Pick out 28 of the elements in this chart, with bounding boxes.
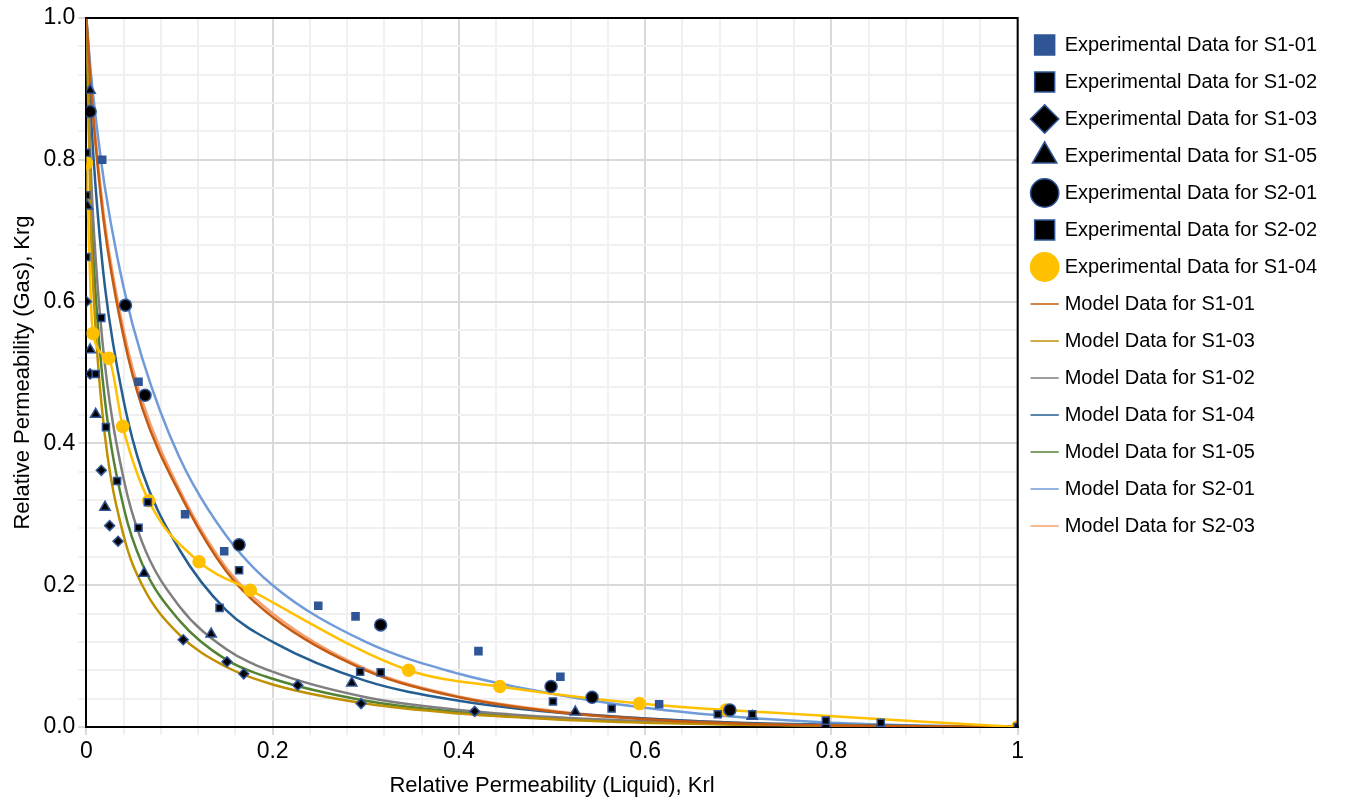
legend-label: Experimental Data for S1-03 [1064,106,1317,129]
x-tick-label: 0.2 [256,737,289,764]
x-tick-label: 0.6 [629,737,662,764]
legend-label: Model Data for S1-05 [1064,439,1255,462]
legend-label: Model Data for S2-01 [1064,476,1255,499]
legend-label: Model Data for S1-01 [1064,291,1255,314]
y-tick-label: 0.8 [43,145,76,172]
legend-label: Experimental Data for S1-04 [1064,254,1317,277]
legend-label: Model Data for S2-03 [1064,513,1255,536]
legend-label: Model Data for S1-02 [1064,365,1255,388]
legend-label: Model Data for S1-03 [1064,328,1255,351]
x-tick-label: 0 [79,737,93,764]
x-tick-label: 1 [1011,737,1025,764]
legend-label: Experimental Data for S1-02 [1064,69,1317,92]
y-tick-label: 0.6 [43,286,76,313]
legend-label: Experimental Data for S1-05 [1064,143,1317,166]
y-tick-label: 0.2 [43,570,76,597]
y-tick-label: 1.0 [43,3,76,30]
legend-label: Experimental Data for S2-02 [1064,217,1317,240]
y-tick-label: 0.4 [43,428,76,455]
legend-label: Model Data for S1-04 [1064,402,1255,425]
legend-label: Experimental Data for S2-01 [1064,180,1317,203]
x-axis-title: Relative Permeability (Liquid), Krl [389,771,715,797]
x-tick-label: 0.8 [815,737,848,764]
x-tick-label: 0.4 [442,737,476,764]
y-axis-title: Relative Permeability (Gas), Krg [9,215,35,530]
y-tick-label: 0.0 [43,712,76,739]
legend-label: Experimental Data for S1-01 [1064,32,1317,55]
